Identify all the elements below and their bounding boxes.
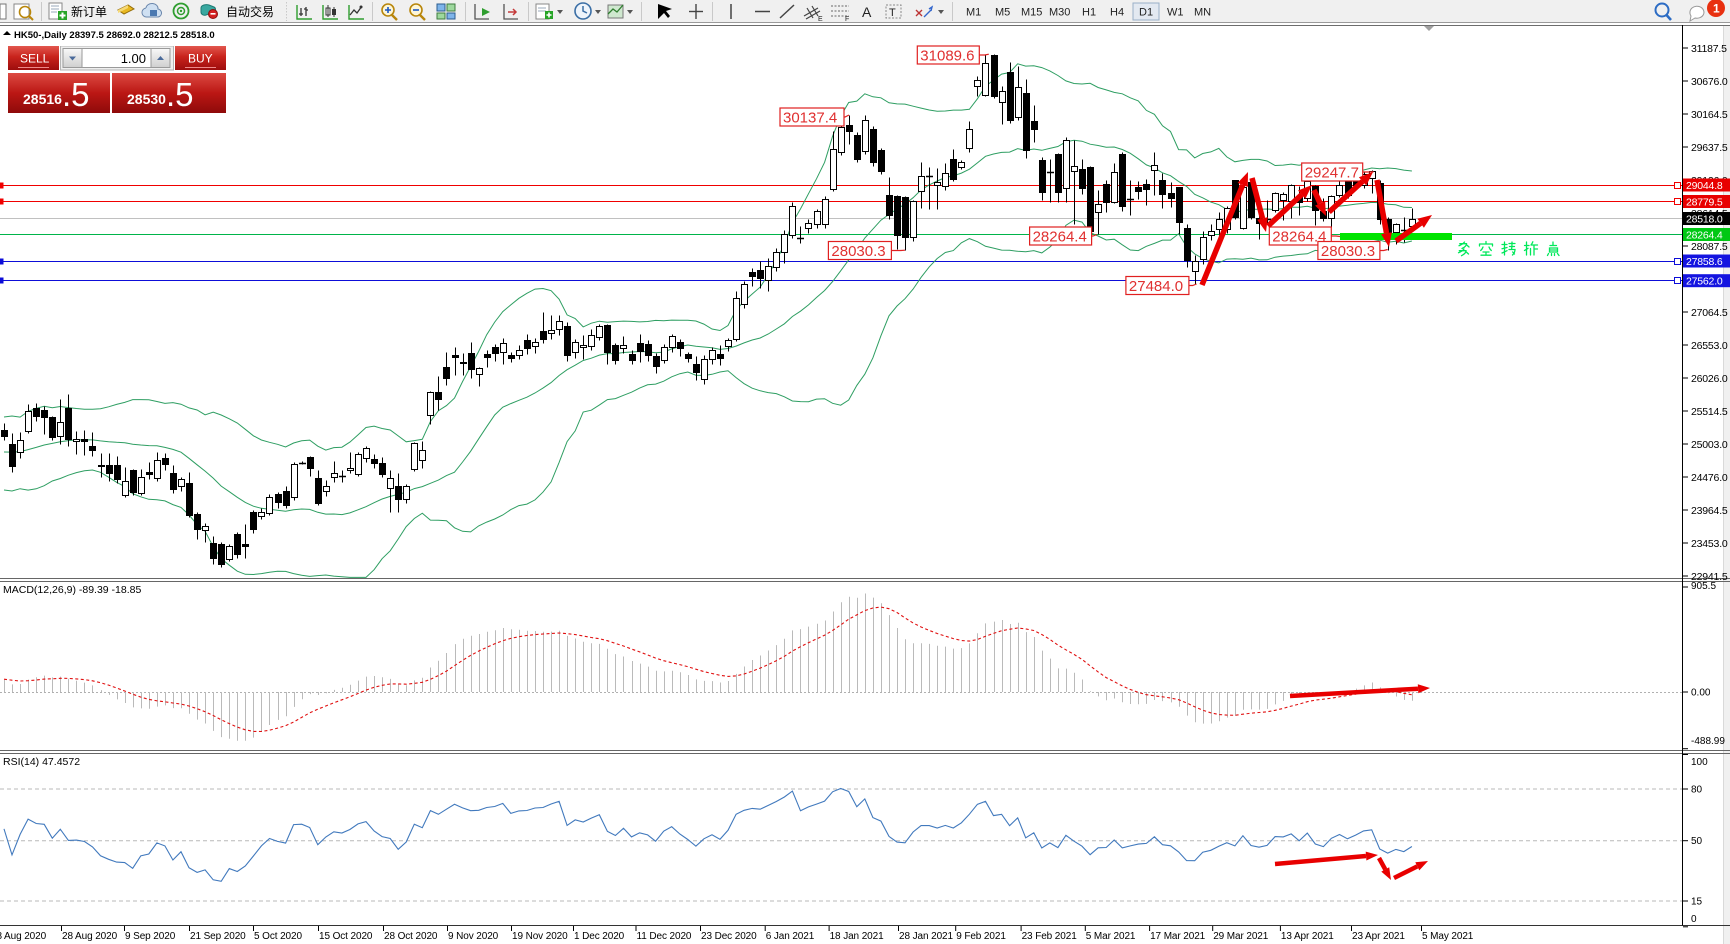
svg-text:100: 100	[1691, 757, 1708, 768]
svg-text:28264.4: 28264.4	[1033, 229, 1087, 246]
svg-text:28264.4: 28264.4	[1686, 230, 1723, 242]
svg-text:28779.5: 28779.5	[1686, 197, 1723, 209]
svg-text:M5: M5	[995, 7, 1010, 19]
svg-text:1: 1	[1713, 2, 1720, 16]
svg-text:28 Oct 2020: 28 Oct 2020	[384, 931, 438, 942]
svg-text:28264.4: 28264.4	[1272, 229, 1326, 246]
svg-text:28087.5: 28087.5	[1691, 241, 1728, 253]
svg-text:M15: M15	[1021, 7, 1042, 19]
svg-text:26026.0: 26026.0	[1691, 373, 1728, 385]
svg-text:17 Mar 2021: 17 Mar 2021	[1150, 931, 1206, 942]
svg-text:27064.5: 27064.5	[1691, 307, 1728, 319]
svg-text:1.00: 1.00	[121, 51, 146, 66]
svg-text:28518.0: 28518.0	[1686, 214, 1723, 226]
svg-text:0.00: 0.00	[1691, 688, 1711, 699]
svg-text:26553.0: 26553.0	[1691, 340, 1728, 352]
svg-text:905.5: 905.5	[1691, 581, 1716, 592]
svg-text:M1: M1	[966, 7, 981, 19]
svg-text:28516: 28516	[23, 91, 62, 107]
svg-text:29637.5: 29637.5	[1691, 142, 1728, 154]
svg-text:15: 15	[1691, 897, 1703, 908]
svg-text:.5: .5	[166, 76, 194, 113]
svg-text:22941.5: 22941.5	[1691, 571, 1728, 583]
svg-text:18 Aug 2020: 18 Aug 2020	[0, 931, 47, 942]
svg-text:50: 50	[1691, 836, 1703, 847]
svg-text:23964.5: 23964.5	[1691, 505, 1728, 517]
svg-text:18 Jan 2021: 18 Jan 2021	[830, 931, 884, 942]
svg-text:28030.3: 28030.3	[831, 243, 885, 260]
svg-text:28030.3: 28030.3	[1321, 243, 1375, 260]
svg-text:11 Dec 2020: 11 Dec 2020	[637, 931, 692, 942]
svg-text:28 Jan 2021: 28 Jan 2021	[899, 931, 953, 942]
svg-text:9 Nov 2020: 9 Nov 2020	[448, 931, 499, 942]
svg-text:30137.4: 30137.4	[783, 110, 837, 127]
svg-text:0: 0	[1691, 914, 1697, 925]
svg-text:SELL: SELL	[20, 52, 50, 66]
svg-text:30676.0: 30676.0	[1691, 76, 1728, 88]
svg-text:13 Apr 2021: 13 Apr 2021	[1281, 931, 1334, 942]
svg-text:29 Mar 2021: 29 Mar 2021	[1213, 931, 1269, 942]
svg-text:27484.0: 27484.0	[1129, 278, 1183, 295]
svg-text:H1: H1	[1082, 7, 1096, 19]
svg-text:A: A	[862, 4, 872, 20]
svg-text:9 Feb 2021: 9 Feb 2021	[956, 931, 1006, 942]
svg-text:23453.0: 23453.0	[1691, 538, 1728, 550]
svg-text:5 Oct 2020: 5 Oct 2020	[254, 931, 302, 942]
svg-text:30164.5: 30164.5	[1691, 109, 1728, 121]
svg-text:23 Feb 2021: 23 Feb 2021	[1022, 931, 1078, 942]
svg-text:19 Nov 2020: 19 Nov 2020	[512, 931, 568, 942]
svg-text:D1: D1	[1139, 7, 1153, 19]
svg-text:E: E	[818, 16, 823, 23]
svg-text:23 Apr 2021: 23 Apr 2021	[1352, 931, 1405, 942]
svg-text:21 Sep 2020: 21 Sep 2020	[190, 931, 246, 942]
svg-text:23 Dec 2020: 23 Dec 2020	[701, 931, 757, 942]
svg-text:MN: MN	[1194, 7, 1211, 19]
svg-text:W1: W1	[1167, 7, 1184, 19]
svg-text:RSI(14) 47.4572: RSI(14) 47.4572	[3, 756, 80, 768]
svg-text:HK50-,Daily 28397.5 28692.0 2: HK50-,Daily 28397.5 28692.0 28212.5 2851…	[14, 30, 215, 41]
svg-text:25514.5: 25514.5	[1691, 406, 1728, 418]
svg-text:28 Aug 2020: 28 Aug 2020	[62, 931, 118, 942]
svg-text:MACD(12,26,9) -89.39 -18.85: MACD(12,26,9) -89.39 -18.85	[3, 584, 141, 596]
svg-text:6 Jan 2021: 6 Jan 2021	[766, 931, 815, 942]
svg-text:28530: 28530	[127, 91, 166, 107]
svg-text:9 Sep 2020: 9 Sep 2020	[125, 931, 176, 942]
svg-text:29247.7: 29247.7	[1305, 165, 1359, 182]
svg-text:F: F	[845, 16, 849, 23]
svg-text:5 May 2021: 5 May 2021	[1422, 931, 1474, 942]
svg-text:1 Dec 2020: 1 Dec 2020	[574, 931, 625, 942]
svg-text:15 Oct 2020: 15 Oct 2020	[319, 931, 373, 942]
svg-text:5 Mar 2021: 5 Mar 2021	[1086, 931, 1136, 942]
svg-text:M30: M30	[1049, 7, 1070, 19]
svg-text:自动交易: 自动交易	[226, 4, 274, 19]
svg-text:31187.5: 31187.5	[1691, 43, 1727, 55]
svg-text:31089.6: 31089.6	[920, 48, 974, 65]
svg-text:29044.8: 29044.8	[1686, 180, 1723, 192]
svg-text:25003.0: 25003.0	[1691, 439, 1728, 451]
svg-text:H4: H4	[1110, 7, 1124, 19]
svg-text:24476.0: 24476.0	[1691, 472, 1728, 484]
svg-text:.5: .5	[62, 76, 90, 113]
svg-text:T: T	[889, 7, 896, 19]
svg-text:80: 80	[1691, 785, 1703, 796]
svg-text:27858.6: 27858.6	[1686, 256, 1723, 268]
svg-text:-488.99: -488.99	[1691, 736, 1725, 747]
svg-text:27562.0: 27562.0	[1686, 276, 1723, 288]
svg-text:新订单: 新订单	[71, 4, 107, 19]
svg-text:BUY: BUY	[188, 52, 213, 66]
